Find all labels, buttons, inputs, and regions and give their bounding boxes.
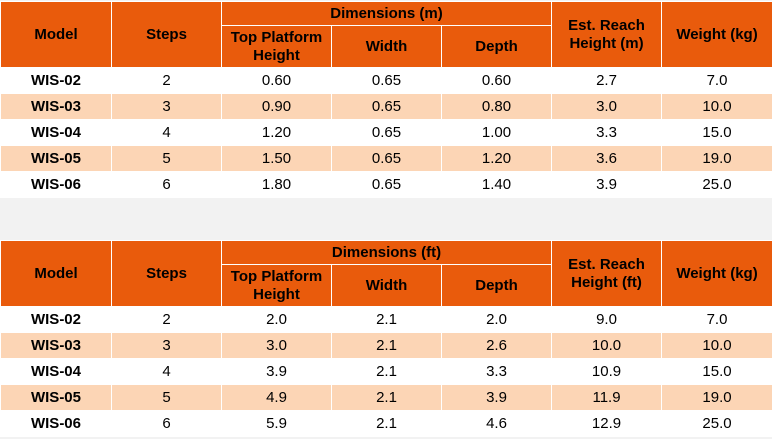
cell-width: 0.65 bbox=[331, 93, 442, 120]
cell-depth: 1.20 bbox=[440, 145, 553, 172]
header-depth: Depth bbox=[440, 25, 553, 68]
cell-model: WIS-04 bbox=[0, 119, 112, 146]
cell-top-platform: 4.9 bbox=[221, 384, 332, 411]
header-dimensions: Dimensions (m) bbox=[220, 1, 553, 26]
cell-width: 2.1 bbox=[331, 410, 442, 437]
header-dimensions: Dimensions (ft) bbox=[220, 240, 553, 265]
table-row: WIS-04 4 3.9 2.1 3.3 10.9 15.0 bbox=[0, 358, 772, 385]
cell-weight: 15.0 bbox=[661, 358, 772, 385]
cell-steps: 2 bbox=[111, 306, 222, 333]
cell-reach: 9.0 bbox=[551, 306, 663, 333]
spec-table-imperial: Model Steps Dimensions (ft) Est. Reach H… bbox=[0, 240, 772, 437]
table-row: WIS-06 6 5.9 2.1 4.6 12.9 25.0 bbox=[0, 410, 772, 437]
header-steps: Steps bbox=[111, 240, 222, 307]
cell-model: WIS-06 bbox=[0, 410, 112, 437]
cell-top-platform: 0.60 bbox=[221, 67, 332, 94]
cell-depth: 1.40 bbox=[440, 171, 553, 198]
header-reach-height: Est. Reach Height (ft) bbox=[551, 240, 663, 307]
cell-steps: 6 bbox=[111, 171, 222, 198]
cell-steps: 3 bbox=[111, 93, 222, 120]
cell-depth: 4.6 bbox=[440, 410, 553, 437]
header-width: Width bbox=[331, 264, 442, 307]
table-row: WIS-05 5 4.9 2.1 3.9 11.9 19.0 bbox=[0, 384, 772, 411]
cell-weight: 25.0 bbox=[661, 410, 772, 437]
cell-steps: 6 bbox=[111, 410, 222, 437]
cell-weight: 10.0 bbox=[661, 332, 772, 359]
cell-steps: 2 bbox=[111, 67, 222, 94]
header-steps: Steps bbox=[111, 1, 222, 68]
cell-top-platform: 1.80 bbox=[221, 171, 332, 198]
cell-depth: 0.60 bbox=[440, 67, 553, 94]
header-weight: Weight (kg) bbox=[661, 1, 772, 68]
cell-reach: 12.9 bbox=[551, 410, 663, 437]
header-weight: Weight (kg) bbox=[661, 240, 772, 307]
cell-depth: 1.00 bbox=[440, 119, 553, 146]
header-reach-height: Est. Reach Height (m) bbox=[551, 1, 663, 68]
cell-reach: 2.7 bbox=[551, 67, 663, 94]
cell-weight: 7.0 bbox=[661, 306, 772, 333]
spec-table-metric: Model Steps Dimensions (m) Est. Reach He… bbox=[0, 1, 772, 198]
table-row: WIS-04 4 1.20 0.65 1.00 3.3 15.0 bbox=[0, 119, 772, 146]
cell-reach: 10.0 bbox=[551, 332, 663, 359]
header-top-platform-height: Top Platform Height bbox=[221, 25, 332, 68]
cell-top-platform: 5.9 bbox=[221, 410, 332, 437]
cell-weight: 25.0 bbox=[661, 171, 772, 198]
header-depth: Depth bbox=[440, 264, 553, 307]
cell-reach: 3.9 bbox=[551, 171, 663, 198]
cell-weight: 10.0 bbox=[661, 93, 772, 120]
cell-width: 2.1 bbox=[331, 332, 442, 359]
cell-top-platform: 1.50 bbox=[221, 145, 332, 172]
cell-top-platform: 1.20 bbox=[221, 119, 332, 146]
table-row: WIS-02 2 2.0 2.1 2.0 9.0 7.0 bbox=[0, 306, 772, 333]
cell-model: WIS-06 bbox=[0, 171, 112, 198]
cell-width: 2.1 bbox=[331, 306, 442, 333]
cell-top-platform: 2.0 bbox=[221, 306, 332, 333]
cell-depth: 2.6 bbox=[440, 332, 553, 359]
cell-steps: 4 bbox=[111, 119, 222, 146]
header-model: Model bbox=[0, 240, 112, 307]
cell-depth: 3.9 bbox=[440, 384, 553, 411]
cell-depth: 3.3 bbox=[440, 358, 553, 385]
cell-steps: 5 bbox=[111, 384, 222, 411]
cell-model: WIS-02 bbox=[0, 306, 112, 333]
cell-steps: 4 bbox=[111, 358, 222, 385]
header-width: Width bbox=[331, 25, 442, 68]
cell-model: WIS-05 bbox=[0, 384, 112, 411]
cell-depth: 0.80 bbox=[440, 93, 553, 120]
cell-top-platform: 3.9 bbox=[221, 358, 332, 385]
header-model: Model bbox=[0, 1, 112, 68]
cell-width: 0.65 bbox=[331, 119, 442, 146]
cell-model: WIS-04 bbox=[0, 358, 112, 385]
cell-steps: 3 bbox=[111, 332, 222, 359]
cell-width: 2.1 bbox=[331, 384, 442, 411]
cell-depth: 2.0 bbox=[440, 306, 553, 333]
cell-reach: 3.0 bbox=[551, 93, 663, 120]
cell-top-platform: 0.90 bbox=[221, 93, 332, 120]
table-row: WIS-06 6 1.80 0.65 1.40 3.9 25.0 bbox=[0, 171, 772, 198]
cell-width: 2.1 bbox=[331, 358, 442, 385]
cell-width: 0.65 bbox=[331, 145, 442, 172]
table-row: WIS-02 2 0.60 0.65 0.60 2.7 7.0 bbox=[0, 67, 772, 94]
cell-width: 0.65 bbox=[331, 171, 442, 198]
cell-model: WIS-03 bbox=[0, 93, 112, 120]
header-top-platform-height: Top Platform Height bbox=[221, 264, 332, 307]
cell-steps: 5 bbox=[111, 145, 222, 172]
cell-reach: 11.9 bbox=[551, 384, 663, 411]
cell-weight: 19.0 bbox=[661, 145, 772, 172]
cell-weight: 19.0 bbox=[661, 384, 772, 411]
cell-width: 0.65 bbox=[331, 67, 442, 94]
cell-weight: 15.0 bbox=[661, 119, 772, 146]
cell-model: WIS-03 bbox=[0, 332, 112, 359]
cell-weight: 7.0 bbox=[661, 67, 772, 94]
cell-top-platform: 3.0 bbox=[221, 332, 332, 359]
cell-model: WIS-02 bbox=[0, 67, 112, 94]
table-row: WIS-03 3 0.90 0.65 0.80 3.0 10.0 bbox=[0, 93, 772, 120]
cell-reach: 10.9 bbox=[551, 358, 663, 385]
cell-model: WIS-05 bbox=[0, 145, 112, 172]
cell-reach: 3.3 bbox=[551, 119, 663, 146]
table-row: WIS-03 3 3.0 2.1 2.6 10.0 10.0 bbox=[0, 332, 772, 359]
cell-reach: 3.6 bbox=[551, 145, 663, 172]
table-row: WIS-05 5 1.50 0.65 1.20 3.6 19.0 bbox=[0, 145, 772, 172]
